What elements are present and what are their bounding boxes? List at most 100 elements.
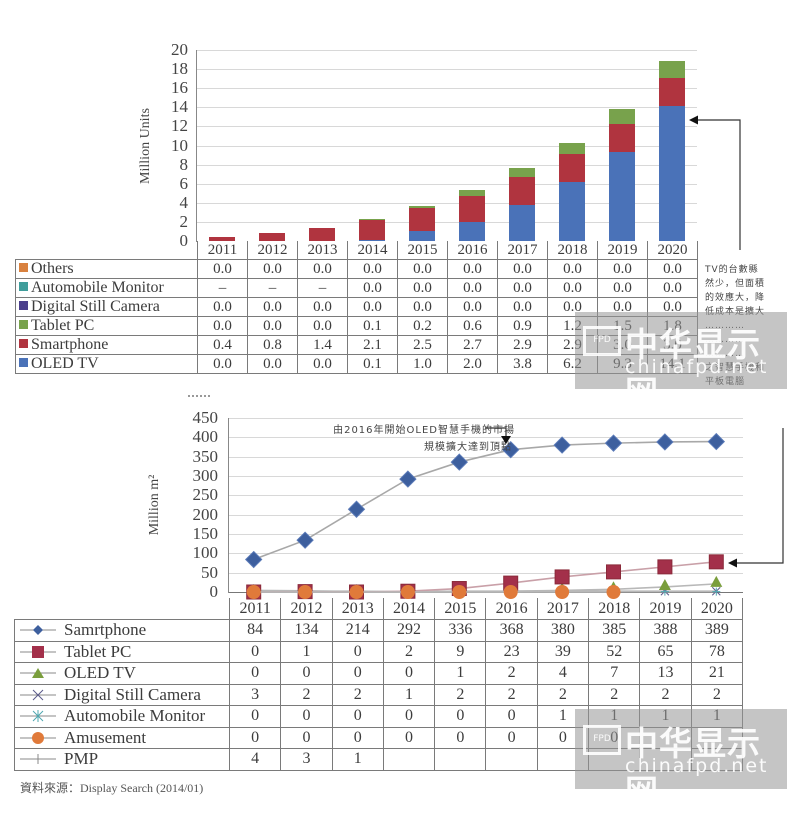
table-cell: 0	[382, 705, 436, 728]
y-tick-label: 450	[192, 408, 219, 427]
table-cell: 65	[639, 640, 692, 663]
table-cell: 0	[382, 726, 436, 749]
bar-segment-tablet-pc	[359, 219, 385, 220]
watermark-en: chinafpd.net	[625, 755, 769, 777]
gridline	[228, 456, 743, 458]
circle-marker	[298, 585, 313, 599]
table-row: Automobile Monitor – – –0.0 0.0 0.0 0.0 0.0 0.0 0…	[15, 278, 698, 298]
series-name: Digital Still Camera	[31, 298, 160, 316]
circle-marker	[555, 585, 570, 599]
table-cell: 2	[485, 662, 538, 685]
table-cell: 0	[280, 705, 333, 728]
table-cell: 0.0	[197, 316, 248, 336]
table-cell: 52	[588, 640, 641, 663]
callout-line-1: 由2016年開始OLED智慧手機的市場	[333, 425, 515, 436]
year-header: 2020	[690, 598, 744, 620]
bar-segment-tablet-pc	[409, 205, 435, 208]
gridline	[197, 107, 697, 109]
table-cell: 389	[690, 619, 744, 642]
watermark-bottom: FPD 中华显示网 chinafpd.net	[575, 709, 787, 811]
table-cell: 0.0	[647, 259, 698, 279]
bar-segment-tablet-pc	[509, 168, 535, 177]
gridline	[228, 553, 743, 555]
legend-plus-icon	[18, 751, 58, 765]
legend-diamond-icon	[18, 622, 58, 636]
gridline	[228, 437, 743, 439]
triangle-marker	[710, 575, 723, 587]
table-cell: 0.9	[497, 316, 548, 336]
table-row: Digital Still Camera 3 2 2 1 2 2 2 2 2 2	[14, 683, 744, 706]
legend-swatch-icon	[19, 339, 28, 348]
table-cell: 2	[382, 640, 436, 663]
table-cell: 0	[331, 640, 384, 663]
table-cell: 388	[639, 619, 692, 642]
bar-segment-oled-tv	[409, 231, 435, 241]
table-cell: 0	[331, 662, 384, 685]
gridline	[228, 476, 743, 477]
gridline	[228, 514, 743, 516]
table-cell: 0.0	[197, 354, 248, 374]
watermark-top: FPD 中华显示网 chinafpd.net	[575, 312, 787, 412]
watermark-logo: FPD	[583, 725, 621, 755]
year-header: 2015	[434, 598, 487, 620]
y-tick-label: 0	[209, 582, 219, 601]
y-tick-label: 2	[179, 211, 189, 231]
year-header: 2014	[382, 598, 436, 620]
table-row: Tablet PC 0 1 0 2 9 23 39 52 65 78	[14, 640, 744, 663]
bar-segment-tablet-pc	[659, 60, 685, 78]
table-cell: 21	[690, 662, 744, 685]
series-name: Tablet PC	[64, 641, 132, 661]
table-cell: 0.0	[247, 354, 298, 374]
diamond-marker	[296, 531, 314, 549]
table-cell: 0	[280, 726, 333, 749]
legend-swatch-icon	[19, 263, 28, 272]
bottom-chart-clipped-tick	[188, 395, 210, 399]
series-name: Samrtphone	[64, 620, 147, 640]
table-cell: 0.0	[297, 316, 348, 336]
year-header: 2018	[588, 598, 641, 620]
table-cell: 1	[331, 748, 384, 771]
table-cell: 0.1	[347, 316, 398, 336]
table-cell: 0.2	[397, 316, 448, 336]
diamond-marker	[450, 453, 469, 471]
annotation-line: 的效應大，降	[705, 293, 766, 303]
bar-segment-smartphone	[459, 196, 485, 222]
table-header-row: 2011 2012 2013 2014 2015 2016 2017 2018 2019 2020	[15, 598, 744, 620]
diamond-marker	[244, 550, 263, 569]
table-cell: 0	[485, 705, 538, 728]
table-cell: 13	[639, 662, 692, 685]
table-cell: 368	[485, 619, 538, 642]
y-tick-label: 250	[192, 485, 219, 505]
table-row: OLED TV 0 0 0 0 1 2 4 7 13 21	[14, 662, 744, 685]
bar-segment-oled-tv	[559, 181, 585, 241]
table-cell: 0	[228, 726, 282, 749]
table-cell: 9	[434, 640, 487, 663]
circle-marker	[503, 585, 518, 599]
series-label: Automobile Monitor	[14, 705, 230, 728]
table-cell: 84	[228, 619, 282, 642]
table-cell: 2	[331, 683, 384, 706]
table-cell: 2	[690, 683, 744, 706]
gridline	[197, 164, 697, 166]
table-cell: 0	[485, 726, 538, 749]
legend-circle-icon	[18, 730, 58, 744]
legend-swatch-icon	[19, 320, 28, 329]
series-name: Tablet PC	[31, 317, 95, 335]
table-cell: 3	[228, 683, 282, 706]
series-label: Amusement	[14, 726, 230, 749]
table-cell: 1.0	[397, 354, 448, 374]
bar-segment-smartphone	[609, 123, 635, 153]
series-label: OLED TV	[14, 662, 230, 685]
table-cell: 0	[331, 705, 384, 728]
bar-segment-oled-tv	[359, 240, 385, 241]
y-tick-label: 100	[192, 543, 219, 563]
year-header: 2011	[197, 241, 248, 260]
series-label: Others	[15, 259, 198, 279]
circle-marker	[452, 585, 467, 599]
series-label: OLED TV	[15, 354, 198, 374]
y-tick-label: 300	[192, 466, 219, 485]
table-cell: 0.0	[347, 278, 398, 298]
square-marker	[657, 559, 673, 575]
table-cell: 385	[588, 619, 641, 642]
y-tick-label: 18	[171, 59, 188, 79]
